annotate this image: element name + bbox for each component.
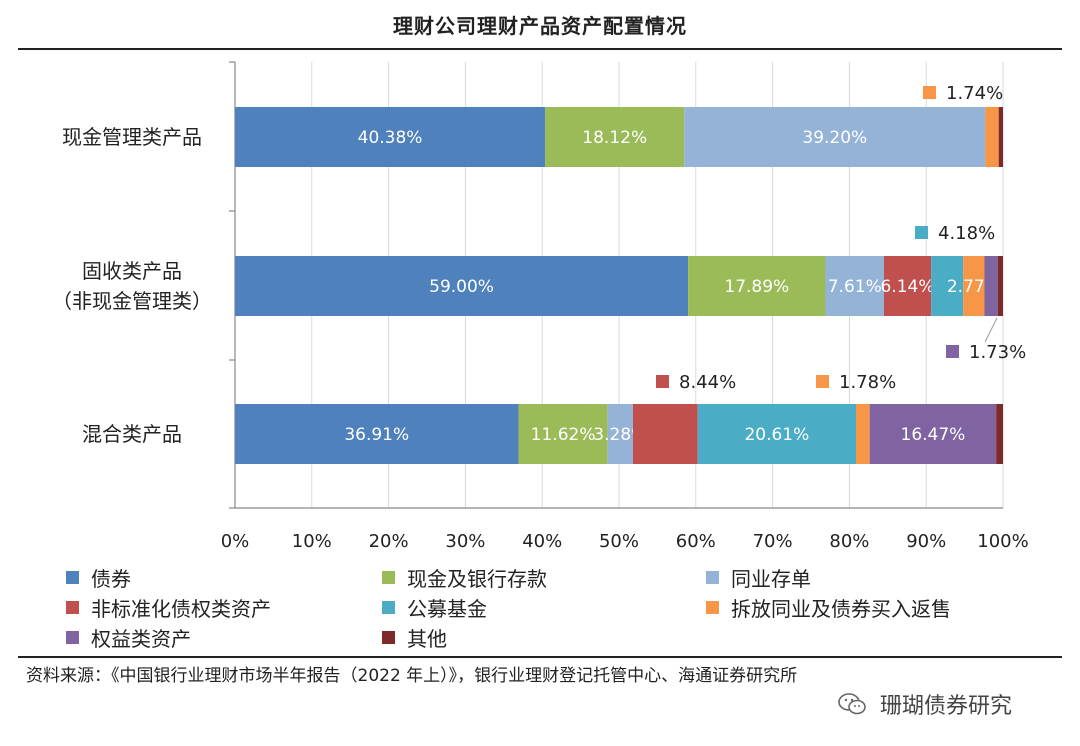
category-label: 混合类产品: [22, 419, 242, 449]
data-label: 59.00%: [429, 277, 494, 297]
bar-segment: [856, 404, 870, 464]
legend-label: 现金及银行存款: [407, 567, 547, 591]
legend-item: 公募基金: [382, 593, 487, 622]
category-label: 固收类产品 （非现金管理类）: [22, 256, 242, 316]
legend-swatch: [66, 571, 79, 584]
bar-segment: [697, 404, 857, 464]
data-label-marker: [656, 375, 669, 388]
data-label: 36.91%: [344, 425, 409, 445]
data-label: 1.74%: [946, 83, 1003, 104]
watermark-text: 珊瑚债券研究: [880, 694, 1013, 719]
watermark: 珊瑚债券研究: [838, 688, 1012, 720]
legend-label: 同业存单: [731, 567, 811, 591]
bar-segment: [931, 256, 964, 316]
chart-title: 理财公司理财产品资产配置情况: [393, 14, 687, 38]
legend-swatch: [382, 631, 395, 644]
data-label-marker: [915, 226, 928, 239]
data-label: 8.44%: [679, 372, 736, 393]
data-label-marker: [923, 86, 936, 99]
data-label: 16.47%: [901, 425, 966, 445]
legend-item: 非标准化债权类资产: [66, 593, 271, 622]
category-label: 现金管理类产品: [22, 122, 242, 152]
source-note: 资料来源：《中国银行业理财市场半年报告（2022 年上）》，银行业理财登记托管中…: [26, 666, 798, 686]
bar-segment: [235, 404, 519, 464]
legend-item: 债券: [66, 563, 131, 592]
legend-item: 权益类资产: [66, 623, 191, 652]
bar-segment: [985, 107, 999, 167]
data-label: 11.62%: [531, 425, 596, 445]
x-tick-label: 90%: [906, 531, 946, 552]
legend-label: 债券: [91, 567, 131, 591]
category-label-line: 混合类产品: [82, 422, 182, 446]
bar-segment: [518, 404, 608, 464]
bar-segment: [963, 256, 985, 316]
bar-segment: [825, 256, 884, 316]
data-label-marker: [816, 375, 829, 388]
legend-swatch: [382, 601, 395, 614]
bar-segment: [235, 107, 546, 167]
x-tick-label: 40%: [522, 531, 562, 552]
title-rule: [18, 48, 1062, 50]
legend-swatch: [706, 601, 719, 614]
x-tick-label: 30%: [445, 531, 485, 552]
legend-label: 拆放同业及债券买入返售: [731, 597, 951, 621]
bar-segment: [984, 256, 998, 316]
data-label: 1.73%: [969, 342, 1026, 363]
x-tick-label: 0%: [221, 531, 250, 552]
bar-segment: [869, 404, 997, 464]
data-label: 1.78%: [839, 372, 896, 393]
data-label: 7.61%: [828, 277, 882, 297]
bar-segment: [235, 256, 689, 316]
legend-label: 非标准化债权类资产: [91, 597, 271, 621]
x-tick-label: 60%: [676, 531, 716, 552]
legend-item: 同业存单: [706, 563, 811, 592]
bar-segment: [997, 256, 1003, 316]
chart-plot: 0% 10% 20% 30% 40% 50% 60% 70% 80% 90% 100% 40.38% 1…: [221, 61, 1029, 552]
x-tick-label: 50%: [599, 531, 639, 552]
bar-segment: [545, 107, 685, 167]
bar-segment: [688, 256, 826, 316]
data-label: 18.12%: [582, 128, 647, 148]
legend-swatch: [66, 601, 79, 614]
legend-label: 权益类资产: [91, 627, 191, 651]
x-tick-label: 20%: [369, 531, 409, 552]
data-label: 20.61%: [744, 425, 809, 445]
legend-item: 现金及银行存款: [382, 563, 547, 592]
x-tick-label: 70%: [753, 531, 793, 552]
bar-segment: [607, 404, 633, 464]
bar-segment: [632, 404, 698, 464]
bar-segment: [996, 404, 1003, 464]
legend-item: 拆放同业及债券买入返售: [706, 593, 951, 622]
wechat-icon: [838, 693, 866, 715]
leader-line: [984, 317, 998, 343]
legend-label: 公募基金: [407, 597, 487, 621]
data-label-marker: [946, 345, 959, 358]
data-label: 39.20%: [802, 128, 867, 148]
bar-segment: [684, 107, 986, 167]
category-label-line: 固收类产品: [82, 259, 182, 283]
legend-swatch: [382, 571, 395, 584]
bar-segment: [883, 256, 932, 316]
legend-swatch: [706, 571, 719, 584]
data-label: 6.14%: [881, 277, 935, 297]
source-rule: [18, 656, 1062, 658]
data-label: 4.18%: [938, 223, 995, 244]
x-tick-label: 80%: [829, 531, 869, 552]
category-label-line: （非现金管理类）: [52, 289, 212, 313]
legend-label: 其他: [407, 627, 447, 651]
data-label: 17.89%: [724, 277, 789, 297]
legend-item: 其他: [382, 623, 447, 652]
bar-segment: [998, 107, 1003, 167]
x-tick-label: 10%: [292, 531, 332, 552]
category-label-line: 现金管理类产品: [62, 125, 202, 149]
data-label: 40.38%: [358, 128, 423, 148]
x-tick-label: 100%: [977, 531, 1028, 552]
legend-swatch: [66, 631, 79, 644]
